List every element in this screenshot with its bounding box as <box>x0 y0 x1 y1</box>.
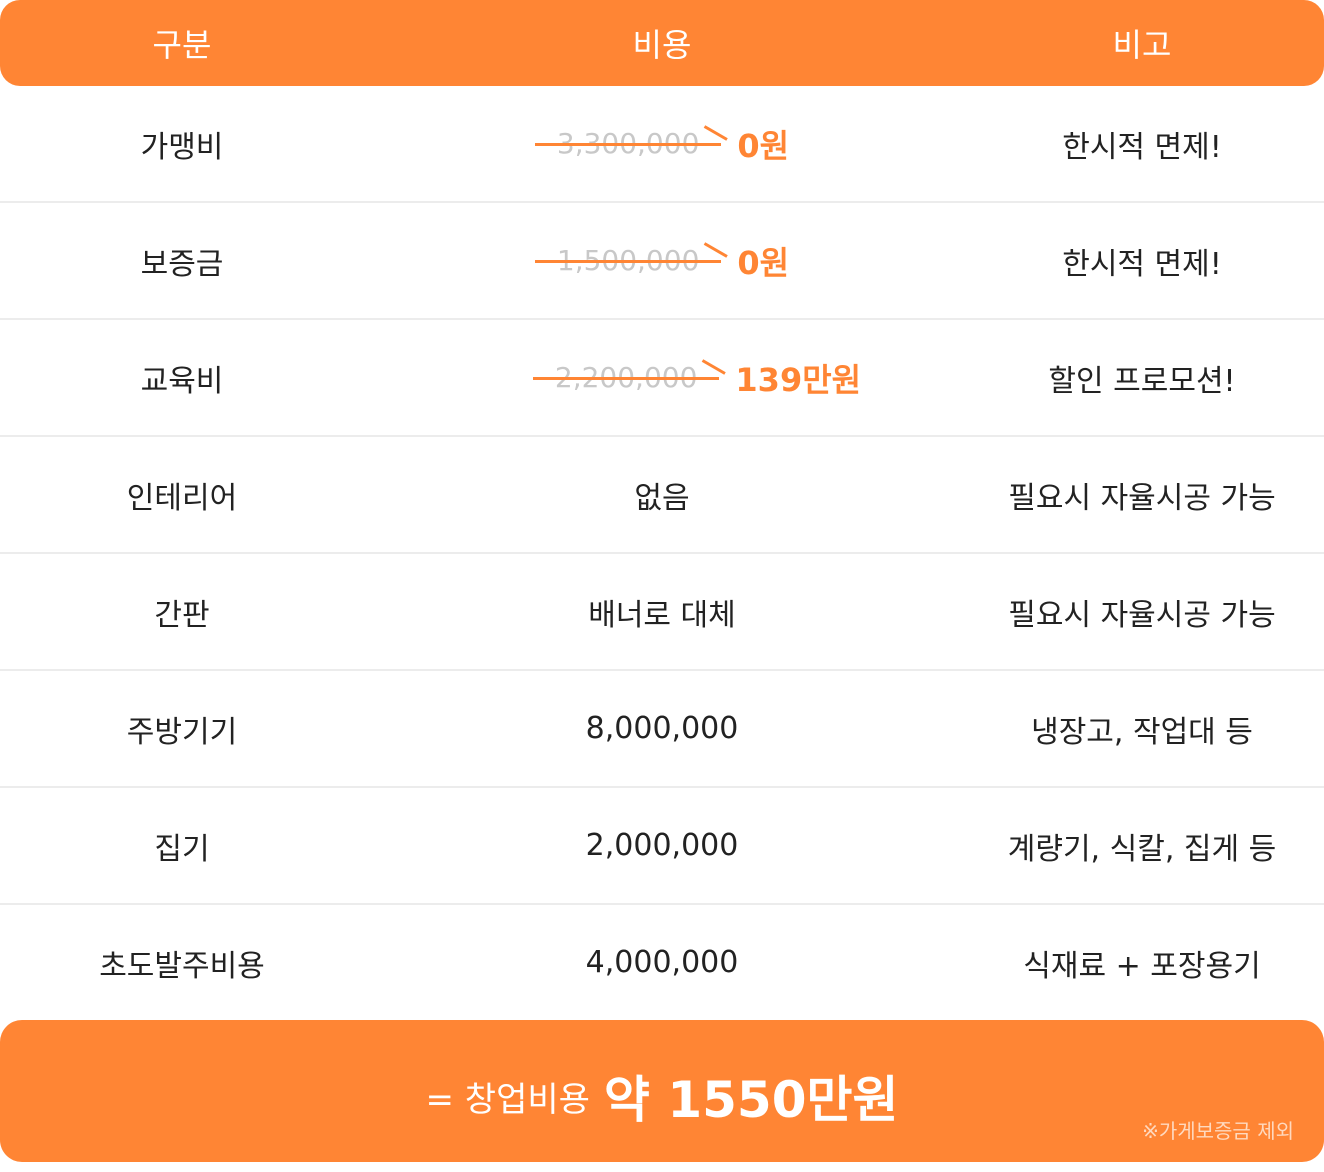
discounted-cost: 0원 <box>737 126 790 165</box>
row-category: 집기 <box>154 831 210 867</box>
table-row: 인테리어 없음 필요시 자율시공 가능 <box>0 437 1324 554</box>
row-note: 한시적 면제! <box>1062 129 1222 165</box>
table-row: 보증금 1,500,000 0원 한시적 면제! <box>0 203 1324 320</box>
row-cost: 8,000,000 <box>585 711 739 746</box>
table-row: 주방기기 8,000,000 냉장고, 작업대 등 <box>0 671 1324 788</box>
row-note: 계량기, 식칼, 집게 등 <box>1007 831 1277 867</box>
original-cost: 3,300,000 <box>534 124 729 160</box>
arrow-icon <box>704 241 729 258</box>
row-cost: 배너로 대체 <box>588 597 736 633</box>
row-category: 간판 <box>154 597 210 633</box>
header-category: 구분 <box>152 26 212 64</box>
row-note: 식재료 + 포장용기 <box>1023 948 1261 984</box>
header-note: 비고 <box>1112 26 1172 64</box>
total-summary-banner: = 창업비용 약 1550만원 ※가게보증금 제외 <box>0 1020 1324 1162</box>
header-cost: 비용 <box>632 26 692 64</box>
row-cost: 1,500,000 0원 <box>364 203 960 318</box>
discounted-cost: 139만원 <box>735 360 862 399</box>
original-cost: 2,200,000 <box>532 358 727 394</box>
row-note: 한시적 면제! <box>1062 246 1222 282</box>
table-row: 가맹비 3,300,000 0원 한시적 면제! <box>0 86 1324 203</box>
table-row: 교육비 2,200,000 139만원 할인 프로모션! <box>0 320 1324 437</box>
table-row: 집기 2,000,000 계량기, 식칼, 집게 등 <box>0 788 1324 905</box>
row-cost: 2,200,000 139만원 <box>364 320 960 435</box>
total-label: = 창업비용 <box>425 1079 590 1120</box>
row-note: 필요시 자율시공 가능 <box>1008 597 1276 633</box>
arrow-icon <box>704 124 729 141</box>
row-category: 가맹비 <box>140 129 224 165</box>
row-cost: 2,000,000 <box>585 828 739 863</box>
row-category: 초도발주비용 <box>99 948 265 984</box>
row-category: 인테리어 <box>126 480 238 516</box>
row-cost: 3,300,000 0원 <box>364 86 960 201</box>
row-cost: 없음 <box>634 480 690 516</box>
row-category: 주방기기 <box>126 714 238 750</box>
strikethrough-line <box>532 376 720 380</box>
discounted-cost: 0원 <box>737 243 790 282</box>
row-category: 교육비 <box>140 363 224 399</box>
original-cost: 1,500,000 <box>534 241 729 277</box>
row-note: 할인 프로모션! <box>1048 363 1236 399</box>
arrow-icon <box>702 358 727 375</box>
total-amount: 약 1550만원 <box>603 1071 899 1129</box>
row-note: 필요시 자율시공 가능 <box>1008 480 1276 516</box>
row-note: 냉장고, 작업대 등 <box>1031 714 1253 750</box>
strikethrough-line <box>534 259 722 263</box>
table-header: 구분 비용 비고 <box>0 0 1324 86</box>
table-row: 간판 배너로 대체 필요시 자율시공 가능 <box>0 554 1324 671</box>
total-summary: = 창업비용 약 1550만원 <box>0 1020 1324 1172</box>
strikethrough-line <box>534 142 722 146</box>
table-row: 초도발주비용 4,000,000 식재료 + 포장용기 <box>0 905 1324 1022</box>
row-cost: 4,000,000 <box>585 945 739 980</box>
footnote: ※가게보증금 제외 <box>1142 1119 1294 1143</box>
row-category: 보증금 <box>140 246 224 282</box>
